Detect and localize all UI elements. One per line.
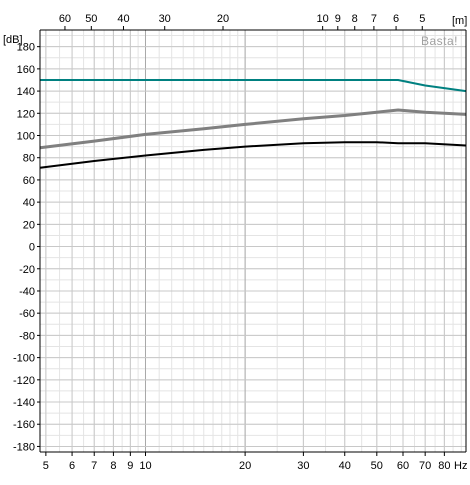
plot-background	[40, 30, 466, 452]
series-line-1	[40, 79, 467, 93]
x-tick-label: 50	[371, 460, 383, 472]
y-tick-label: 160	[17, 64, 35, 76]
chart-axes	[37, 26, 467, 456]
y-tick-label: -100	[13, 353, 35, 365]
top-axis-unit: [m]	[452, 15, 467, 27]
watermark: Basta!	[421, 34, 458, 48]
y-tick-label: -180	[13, 441, 35, 453]
y-tick-label: -120	[13, 375, 35, 387]
x-tick-label: 70	[419, 460, 431, 472]
x-tick-label: 30	[297, 460, 309, 472]
series-line-2	[39, 108, 467, 150]
top-tick-label: 9	[335, 13, 341, 25]
top-tick-label: 50	[85, 13, 97, 25]
y-tick-label: 140	[17, 86, 35, 98]
y-tick-label: 80	[23, 153, 35, 165]
x-tick-label: 60	[397, 460, 409, 472]
y-tick-label: -60	[19, 308, 35, 320]
y-tick-label: 180	[17, 42, 35, 54]
tick-labels: 180 160 140 120 100 80 60 40 20 0 -20 -40 -60 -80 -100…	[13, 13, 451, 472]
y-tick-label: -160	[13, 419, 35, 431]
plot-area	[40, 30, 466, 452]
x-tick-label: 10	[139, 460, 151, 472]
x-tick-label: 8	[110, 460, 116, 472]
series-line-3	[39, 141, 467, 169]
x-tick-label: 5	[43, 460, 49, 472]
chart-grid	[40, 30, 466, 452]
x-tick-label: 7	[91, 460, 97, 472]
x-tick-label: 40	[339, 460, 351, 472]
y-tick-label: 100	[17, 131, 35, 143]
x-tick-label: 9	[127, 460, 133, 472]
top-tick-label: 7	[371, 13, 377, 25]
y-tick-label: 0	[29, 242, 35, 254]
y-tick-label: -80	[19, 330, 35, 342]
top-tick-label: 40	[117, 13, 129, 25]
series-layer	[39, 79, 467, 169]
y-tick-label: -20	[19, 264, 35, 276]
top-tick-label: 30	[159, 13, 171, 25]
top-tick-label: 60	[59, 13, 71, 25]
y-tick-label: -40	[19, 286, 35, 298]
y-tick-label: 20	[23, 219, 35, 231]
top-tick-label: 8	[352, 13, 358, 25]
y-tick-label: 40	[23, 197, 35, 209]
x-tick-label: 20	[239, 460, 251, 472]
x-tick-label: 6	[69, 460, 75, 472]
x-axis-unit: Hz	[454, 460, 467, 472]
y-tick-label: 120	[17, 108, 35, 120]
x-tick-label: 80	[438, 460, 450, 472]
y-tick-label: 60	[23, 175, 35, 187]
top-tick-label: 5	[419, 13, 425, 25]
y-tick-label: -140	[13, 397, 35, 409]
top-tick-label: 20	[217, 13, 229, 25]
top-tick-label: 6	[393, 13, 399, 25]
y-axis-unit: [dB]	[3, 34, 23, 46]
top-tick-label: 10	[317, 13, 329, 25]
